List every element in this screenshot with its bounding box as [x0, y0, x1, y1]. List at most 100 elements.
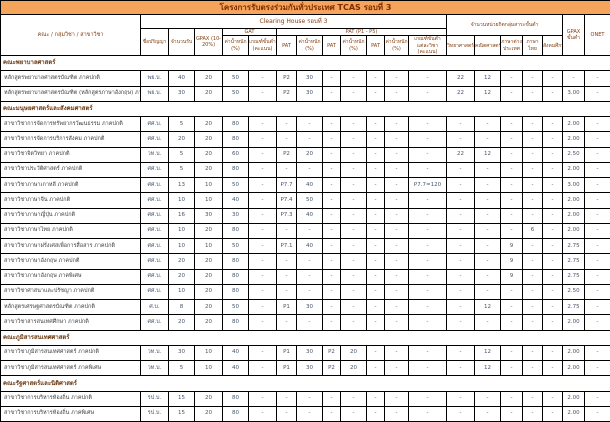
value-cell: - — [384, 283, 409, 301]
value-cell: - — [522, 131, 543, 148]
value-cell: - — [542, 70, 563, 87]
value-cell: 20 — [194, 70, 223, 87]
value-cell: - — [384, 192, 409, 209]
value-cell: - — [408, 146, 447, 163]
value-cell: 12 — [474, 85, 501, 102]
value-cell: - — [542, 85, 563, 102]
value-cell: 40 — [296, 237, 323, 255]
gpax-min-header: GPAX ขั้นต่ำ — [562, 14, 585, 56]
value-cell: 80 — [222, 253, 249, 270]
value-cell: - — [584, 70, 610, 87]
value-cell: 20 — [340, 344, 367, 362]
table-row: สาขาวิชาภูมิสารสนเทศศาสตร์ ภาคปกติ วท.บ. 3… — [0, 344, 610, 362]
pat1-weight-header: ค่าน้ำหนัก (%) — [296, 35, 323, 56]
value-cell: 50 — [222, 70, 249, 87]
value-cell: - — [542, 253, 563, 270]
foreign-lang-credits-header: ภาษาต่างประเทศ — [500, 35, 523, 56]
value-cell: - — [322, 146, 341, 163]
value-cell: - — [446, 314, 475, 331]
value-cell: - — [500, 283, 523, 301]
value-cell: 2.00 — [562, 161, 585, 179]
value-cell: - — [384, 344, 409, 362]
value-cell: - — [408, 390, 447, 407]
value-cell: P2 — [276, 70, 297, 87]
value-cell: - — [522, 146, 543, 163]
value-cell: 9 — [500, 253, 523, 270]
program-name-cell: สาขาวิชาการจัดการทรัพยากรวัฒนธรรม ภาคปกต… — [0, 115, 141, 133]
value-cell: 20 — [194, 146, 223, 163]
value-cell: 50 — [222, 176, 249, 194]
table-row: สาขาวิชาการบริหารท้องถิ่น ภาคพิเศษ รป.บ. 1… — [0, 405, 610, 422]
value-cell: - — [522, 207, 543, 224]
value-cell: - — [248, 70, 277, 87]
value-cell: พย.บ. — [140, 85, 169, 102]
value-cell: - — [248, 115, 277, 133]
value-cell: 2.75 — [562, 253, 585, 270]
value-cell: - — [322, 192, 341, 209]
value-cell: - — [542, 161, 563, 179]
pat-group-header: PAT (P1 - P5) — [276, 27, 447, 37]
value-cell: P2 — [322, 344, 341, 362]
value-cell: - — [322, 253, 341, 270]
value-cell: - — [474, 161, 501, 179]
value-cell: - — [248, 192, 277, 209]
value-cell: - — [542, 390, 563, 407]
value-cell: - — [408, 359, 447, 377]
value-cell: - — [340, 298, 367, 316]
value-cell: - — [584, 344, 610, 362]
value-cell: - — [408, 405, 447, 422]
value-cell: - — [522, 192, 543, 209]
value-cell: 12 — [474, 298, 501, 316]
value-cell: 40 — [296, 207, 323, 224]
faculty-section-label: คณะรัฐศาสตร์และนิติศาสตร์ — [0, 375, 610, 392]
table-row: หลักสูตรพยาบาลศาสตรบัณฑิต ภาคปกติ พย.บ. 40… — [0, 70, 610, 87]
value-cell: - — [276, 253, 297, 270]
value-cell: - — [248, 390, 277, 407]
value-cell: 20 — [168, 314, 195, 331]
value-cell: - — [446, 344, 475, 362]
title-row: โครงการรับตรงร่วมกันทั่วประเทศ TCAS รอบท… — [0, 0, 610, 15]
value-cell: P7.7=120 — [408, 176, 447, 194]
count-header: จำนวนรับ — [168, 28, 195, 56]
value-cell: - — [366, 70, 385, 87]
value-cell: 10 — [168, 283, 195, 301]
value-cell: - — [500, 207, 523, 224]
value-cell: 2.00 — [562, 314, 585, 331]
value-cell: - — [340, 176, 367, 194]
value-cell: - — [296, 161, 323, 179]
value-cell: - — [366, 390, 385, 407]
value-cell: 9 — [500, 268, 523, 285]
value-cell: - — [340, 314, 367, 331]
gat-min-header: เกณฑ์ขั้นต่ำ (คะแนน) — [248, 35, 277, 56]
table-row: สาขาวิชาศาสนาและปรัชญา ภาคปกติ ศศ.บ. 10 20 8… — [0, 283, 610, 301]
value-cell: - — [446, 359, 475, 377]
value-cell: - — [276, 405, 297, 422]
value-cell: - — [522, 85, 543, 102]
table-row: สาขาวิชาภาษาเกาหลี ภาคปกติ ศศ.บ. 13 10 50- P7… — [0, 176, 610, 194]
table-row: สาขาวิชาจิตวิทยา ภาคปกติ วท.บ. 5 20 60- P2 20-… — [0, 146, 610, 163]
value-cell: - — [474, 390, 501, 407]
value-cell: - — [276, 161, 297, 179]
value-cell: - — [366, 359, 385, 377]
value-cell: - — [500, 314, 523, 331]
value-cell: P1 — [276, 359, 297, 377]
value-cell: - — [340, 405, 367, 422]
value-cell: P2 — [322, 359, 341, 377]
value-cell: 10 — [168, 222, 195, 240]
social-credits-header: สังคมศึกษา — [542, 35, 563, 56]
science-credits-header: วิทยาศาสตร์ — [446, 35, 475, 56]
program-name-cell: สาขาวิชาภาษาอังกฤษ ภาคพิเศษ — [0, 268, 141, 285]
value-cell: 20 — [168, 253, 195, 270]
table-row: สาขาวิชาการจัดการบริการสังคม ภาคปกติ ศศ.บ… — [0, 131, 610, 148]
value-cell: - — [408, 222, 447, 240]
value-cell: - — [542, 131, 563, 148]
value-cell: - — [408, 207, 447, 224]
value-cell: - — [500, 192, 523, 209]
value-cell: - — [248, 314, 277, 331]
value-cell: ศศ.บ. — [140, 192, 169, 209]
value-cell: - — [584, 390, 610, 407]
value-cell: 20 — [194, 405, 223, 422]
value-cell: 40 — [222, 359, 249, 377]
table-row: สาขาวิชาประวัติศาสตร์ ภาคปกติ ศศ.บ. 5 20 80-… — [0, 161, 610, 179]
value-cell: 30 — [168, 85, 195, 102]
